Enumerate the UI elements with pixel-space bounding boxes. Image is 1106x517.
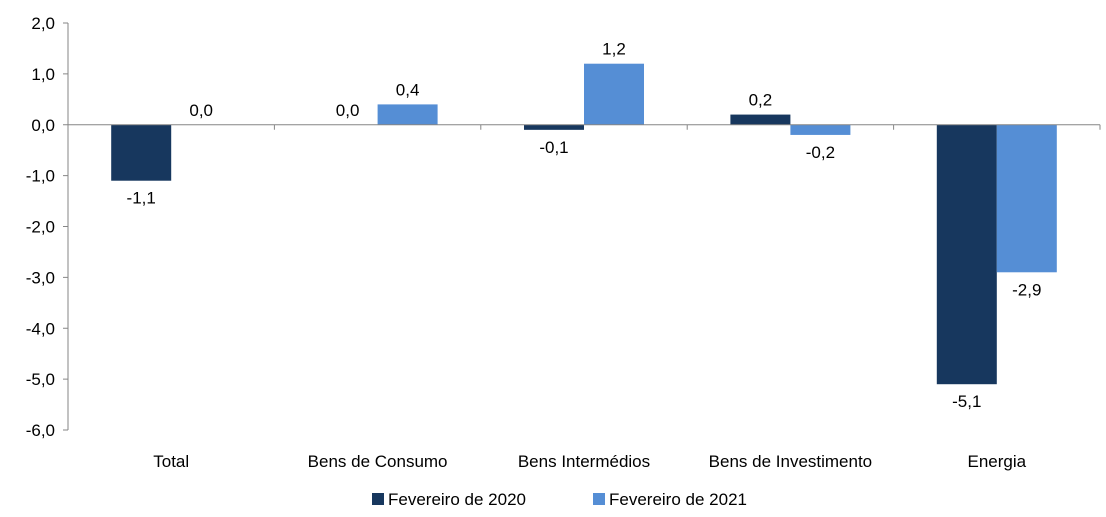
y-tick-label: -4,0 — [26, 319, 55, 338]
bar — [377, 104, 438, 125]
legend-label: Fevereiro de 2021 — [609, 490, 747, 509]
data-label: 0,0 — [189, 101, 213, 120]
bar — [730, 114, 791, 125]
y-tick-label: 1,0 — [31, 65, 55, 84]
y-tick-label: -2,0 — [26, 218, 55, 237]
legend-label: Fevereiro de 2020 — [388, 490, 526, 509]
legend-swatch — [593, 493, 605, 505]
bar — [936, 124, 997, 385]
legend-swatch — [372, 493, 384, 505]
data-label: -0,1 — [539, 138, 568, 157]
data-labels: -1,1 0,0 0,0 0,4 -0,1 1,2 0,2 -0,2 -5,1 -2,9 — [127, 40, 1042, 412]
y-tick-label: -1,0 — [26, 167, 55, 186]
y-tick-label: 2,0 — [31, 14, 55, 33]
y-tick-label: -3,0 — [26, 268, 55, 287]
x-tick-label: Total — [153, 452, 189, 471]
bar — [790, 124, 851, 135]
data-label: -0,2 — [806, 143, 835, 162]
bar — [111, 124, 172, 181]
bar — [524, 124, 584, 130]
y-tick-label: -6,0 — [26, 421, 55, 440]
data-label: -2,9 — [1012, 280, 1041, 299]
y-axis: 2,0 1,0 0,0 -1,0 -2,0 -3,0 -4,0 -5,0 -6,0 — [26, 14, 69, 440]
bar — [584, 63, 644, 125]
bars — [111, 63, 1057, 385]
bar — [996, 124, 1057, 273]
x-axis: Total Bens de Consumo Bens Intermédios Bens… — [67, 124, 1101, 471]
data-label: 0,4 — [396, 80, 420, 99]
x-tick-label: Bens de Consumo — [308, 452, 448, 471]
x-tick-label: Bens de Investimento — [709, 452, 872, 471]
y-tick-label: 0,0 — [31, 116, 55, 135]
x-tick-label: Energia — [967, 452, 1026, 471]
y-tick-label: -5,0 — [26, 370, 55, 389]
x-tick-label: Bens Intermédios — [518, 452, 650, 471]
data-label: 1,2 — [602, 40, 626, 59]
legend: Fevereiro de 2020 Fevereiro de 2021 — [372, 490, 747, 509]
data-label: 0,2 — [749, 91, 773, 110]
data-label: -5,1 — [952, 392, 981, 411]
data-label: 0,0 — [336, 101, 360, 120]
data-label: -1,1 — [127, 189, 156, 208]
